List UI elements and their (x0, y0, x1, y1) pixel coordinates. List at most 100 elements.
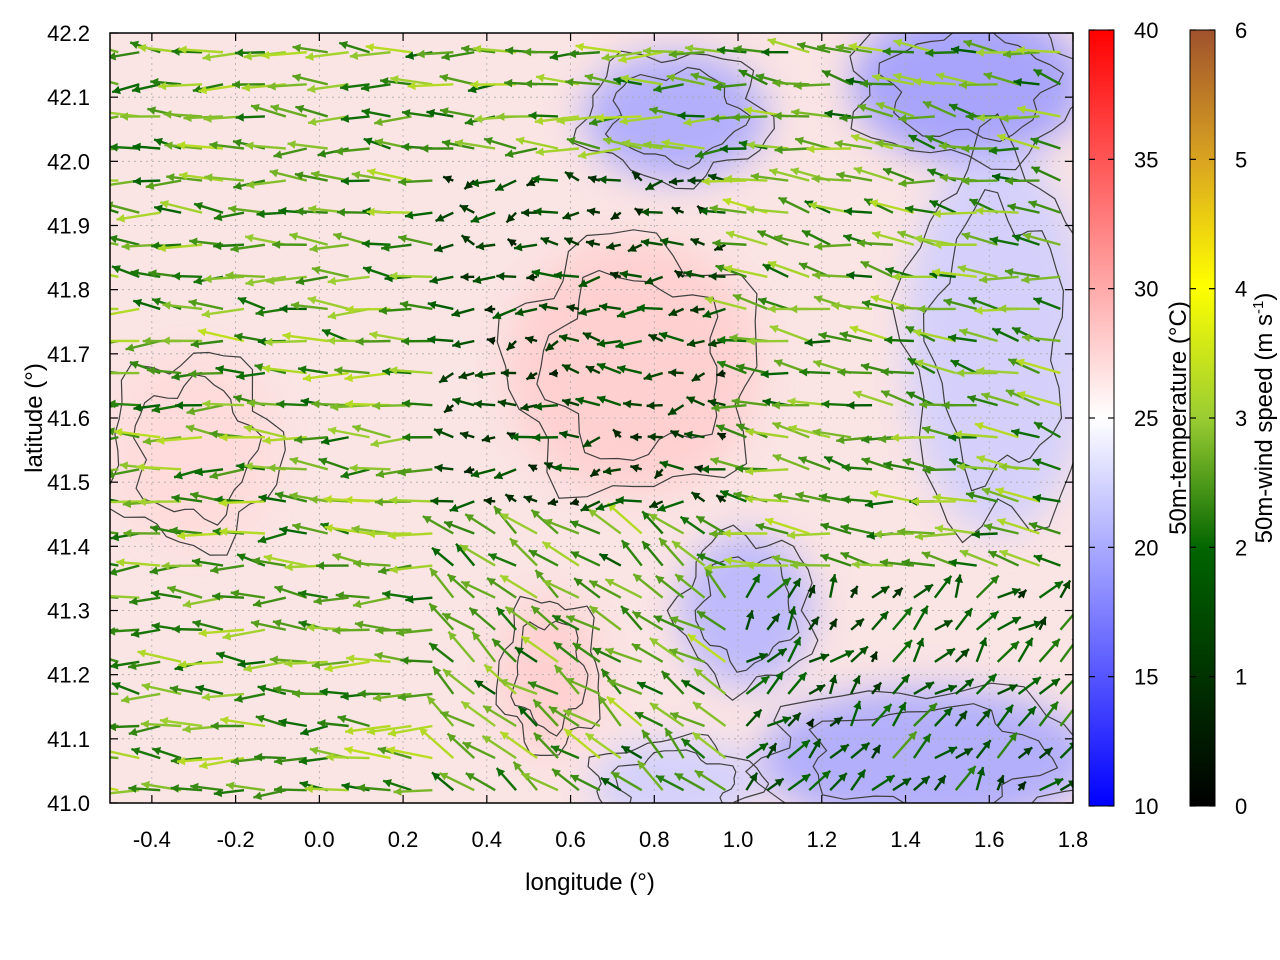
wind-arrow-head (130, 268, 140, 278)
wind-arrow-head (270, 104, 280, 113)
wind-arrow-head (327, 426, 337, 435)
wind-arrow (132, 176, 161, 186)
wind-arrow-head (295, 276, 305, 286)
wind-arrow-head (891, 272, 900, 282)
wind-arrow-head (549, 368, 558, 378)
wind-arrow-head (97, 108, 105, 117)
wind-arrow-head (261, 50, 270, 60)
wind-arrow (305, 51, 349, 61)
colorbar-tick-label: 4 (1235, 277, 1247, 302)
wind-arrow (521, 208, 538, 217)
wind-arrow-head (570, 551, 580, 560)
wind-arrow (732, 293, 768, 311)
wind-arrow-head (452, 339, 461, 349)
wind-arrow-head (589, 117, 598, 127)
wind-arrow (1002, 49, 1040, 59)
wind-arrow (428, 642, 455, 663)
wind-arrow-head (789, 304, 798, 314)
wind-arrow-head (427, 300, 437, 310)
wind-arrow-head (839, 113, 848, 123)
wind-arrow-head (255, 714, 265, 723)
wind-arrow (110, 788, 140, 795)
wind-arrow-head (782, 716, 792, 725)
wind-arrow-head (237, 296, 247, 305)
wind-arrow-head (488, 553, 498, 562)
wind-arrow-head (236, 553, 246, 562)
wind-arrow-head (154, 137, 163, 147)
wind-arrow-head (668, 368, 677, 378)
wind-arrow-head (589, 606, 599, 615)
wind-arrow (636, 681, 664, 696)
wind-arrow-head (145, 181, 155, 190)
wind-arrow-head (613, 429, 622, 438)
wind-arrow-head (758, 297, 767, 306)
wind-arrow (605, 241, 622, 251)
wind-arrow (355, 337, 391, 346)
wind-arrow (642, 46, 684, 56)
wind-arrow-head (317, 149, 327, 158)
wind-arrow (892, 587, 904, 599)
wind-arrow-head (920, 605, 928, 615)
wind-arrow (569, 774, 601, 792)
wind-arrow-head (366, 726, 376, 736)
wind-arrow-head (278, 206, 287, 216)
wind-arrow (130, 628, 161, 638)
wind-arrow (340, 176, 370, 186)
wind-arrow-head (813, 295, 823, 304)
wind-arrow-head (948, 746, 958, 755)
wind-arrow (701, 465, 726, 474)
wind-arrow (495, 767, 518, 791)
wind-arrow (988, 146, 1019, 155)
wind-arrow-head (82, 118, 91, 126)
wind-arrow (439, 107, 475, 118)
wind-arrow (716, 369, 726, 378)
wind-arrow (745, 772, 759, 791)
wind-arrow (320, 436, 349, 446)
wind-arrow-head (924, 584, 933, 593)
wind-arrow-head (915, 359, 924, 368)
wind-arrow-head (461, 701, 471, 710)
wind-arrow (428, 602, 455, 631)
wind-arrow-head (533, 732, 543, 742)
wind-arrow-head (844, 207, 853, 216)
wind-arrow (267, 463, 307, 473)
wind-arrow-head (661, 671, 671, 680)
wind-arrow-head (841, 495, 850, 504)
wind-arrow (933, 706, 953, 727)
wind-arrow (846, 401, 873, 410)
wind-arrow-head (960, 648, 969, 658)
wind-arrow (674, 772, 706, 792)
wind-arrow-head (988, 550, 998, 559)
wind-arrow-head (812, 738, 821, 748)
wind-arrow-head (979, 637, 988, 647)
wind-arrow-head (632, 171, 641, 181)
wind-arrow (332, 626, 370, 635)
wind-arrow-head (267, 463, 276, 473)
wind-arrow-head (595, 502, 605, 512)
wind-arrow (693, 667, 727, 695)
wind-arrow (393, 787, 433, 796)
wind-arrow-head (1011, 587, 1021, 597)
wind-arrow-head (746, 336, 755, 346)
wind-arrow-head (189, 237, 198, 247)
wind-arrow-head (1017, 589, 1027, 599)
wind-arrow-head (1027, 706, 1036, 716)
wind-arrow (532, 698, 559, 727)
wind-arrow (850, 133, 894, 150)
wind-arrow-head (500, 731, 510, 740)
wind-arrow-head (110, 399, 116, 409)
wind-arrow (947, 333, 977, 343)
wind-arrow-head (882, 704, 892, 713)
wind-arrow-head (879, 611, 889, 621)
wind-arrow-head (257, 684, 267, 693)
wind-arrow (667, 404, 685, 416)
wind-arrow-head (983, 72, 993, 81)
wind-arrow (620, 74, 663, 86)
wind-arrow (954, 710, 968, 727)
wind-arrow-head (880, 367, 889, 377)
wind-arrow (850, 741, 871, 760)
wind-arrow-head (132, 176, 142, 186)
wind-arrow-head (542, 579, 552, 588)
wind-arrow-head (148, 269, 157, 278)
